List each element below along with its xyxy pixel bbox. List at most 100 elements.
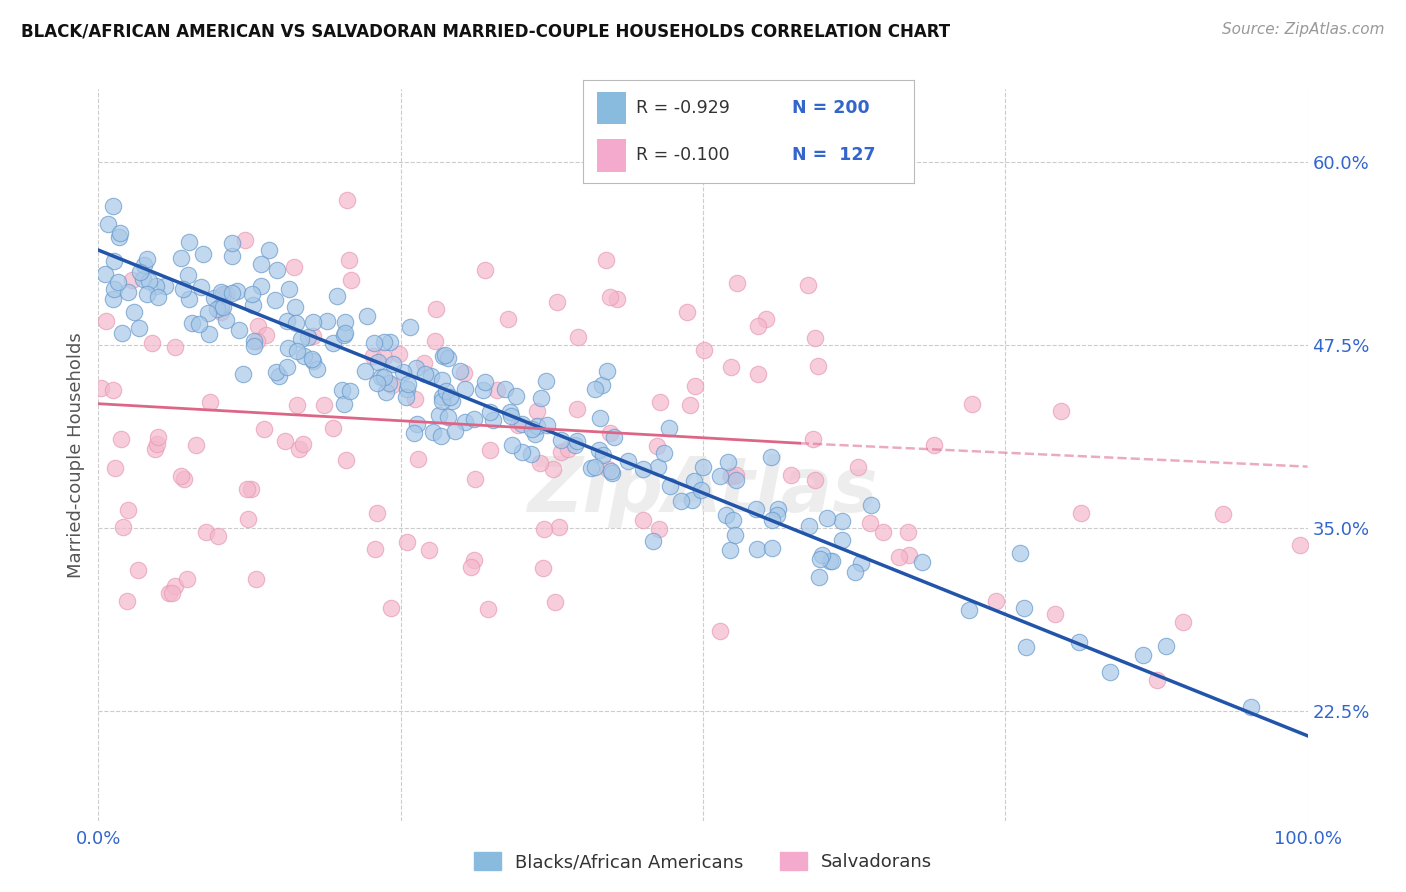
Point	[378, 376, 401, 390]
Point	[550, 433, 572, 447]
Point	[479, 405, 502, 419]
Point	[228, 323, 250, 337]
Point	[332, 327, 354, 342]
Point	[957, 602, 980, 616]
Point	[533, 522, 555, 536]
Point	[302, 329, 325, 343]
Point	[851, 557, 873, 571]
Point	[536, 417, 558, 432]
Point	[831, 515, 853, 529]
Point	[647, 460, 669, 475]
Point	[543, 595, 565, 609]
Point	[239, 483, 262, 497]
Point	[285, 398, 308, 412]
Point	[641, 534, 664, 549]
Point	[598, 462, 620, 476]
Point	[94, 314, 117, 328]
Point	[284, 300, 307, 314]
Point	[529, 456, 551, 470]
Point	[633, 462, 655, 476]
Point	[103, 282, 125, 296]
Point	[339, 384, 361, 398]
Point	[104, 461, 127, 475]
Point	[181, 316, 204, 330]
Point	[340, 273, 363, 287]
Point	[591, 378, 613, 392]
Point	[246, 334, 269, 348]
Point	[135, 252, 157, 267]
Point	[322, 421, 344, 435]
Point	[332, 383, 354, 397]
Point	[90, 381, 112, 395]
Point	[444, 424, 467, 438]
Point	[720, 468, 742, 483]
Point	[277, 282, 299, 296]
Bar	[596, 139, 627, 171]
Point	[110, 227, 132, 241]
Text: R = -0.100: R = -0.100	[637, 146, 730, 164]
Point	[209, 305, 232, 319]
Point	[406, 417, 429, 432]
Point	[1098, 665, 1121, 680]
Point	[430, 393, 453, 408]
Point	[212, 300, 235, 314]
Point	[765, 508, 787, 522]
Point	[531, 561, 554, 575]
Point	[236, 482, 259, 496]
Point	[127, 563, 149, 577]
Point	[413, 356, 436, 370]
Point	[356, 309, 378, 323]
Point	[922, 438, 945, 452]
Point	[110, 432, 132, 446]
Point	[131, 271, 153, 285]
Point	[804, 331, 827, 345]
Point	[709, 468, 731, 483]
Point	[821, 554, 844, 568]
Point	[423, 334, 446, 348]
Point	[499, 409, 522, 424]
Point	[361, 349, 384, 363]
Point	[145, 278, 167, 293]
Point	[212, 287, 235, 301]
Point	[472, 383, 495, 397]
Point	[135, 287, 157, 301]
Point	[720, 359, 742, 374]
Point	[160, 586, 183, 600]
Point	[276, 359, 298, 374]
Point	[366, 507, 388, 521]
Point	[588, 410, 610, 425]
Point	[796, 277, 818, 292]
Point	[599, 290, 621, 304]
Point	[420, 369, 443, 384]
Text: BLACK/AFRICAN AMERICAN VS SALVADORAN MARRIED-COUPLE HOUSEHOLDS CORRELATION CHART: BLACK/AFRICAN AMERICAN VS SALVADORAN MAR…	[21, 22, 950, 40]
Point	[453, 366, 475, 380]
Point	[848, 459, 870, 474]
Point	[960, 397, 983, 411]
Text: Source: ZipAtlas.com: Source: ZipAtlas.com	[1222, 22, 1385, 37]
Point	[616, 454, 638, 468]
Point	[103, 254, 125, 268]
Point	[382, 357, 405, 371]
Point	[801, 433, 824, 447]
Point	[429, 409, 451, 423]
Point	[198, 326, 221, 341]
Point	[432, 373, 454, 387]
Point	[235, 233, 257, 247]
Point	[287, 442, 309, 456]
Point	[645, 438, 668, 452]
Point	[520, 447, 543, 461]
Point	[724, 473, 747, 487]
Point	[984, 594, 1007, 608]
Point	[679, 398, 702, 412]
Point	[380, 335, 402, 350]
Point	[526, 419, 548, 434]
Point	[240, 287, 263, 301]
Point	[226, 285, 249, 299]
Point	[396, 534, 419, 549]
Point	[257, 243, 280, 257]
Point	[463, 552, 485, 566]
Point	[844, 565, 866, 579]
Point	[333, 315, 356, 329]
Point	[689, 483, 711, 498]
Point	[205, 301, 228, 316]
